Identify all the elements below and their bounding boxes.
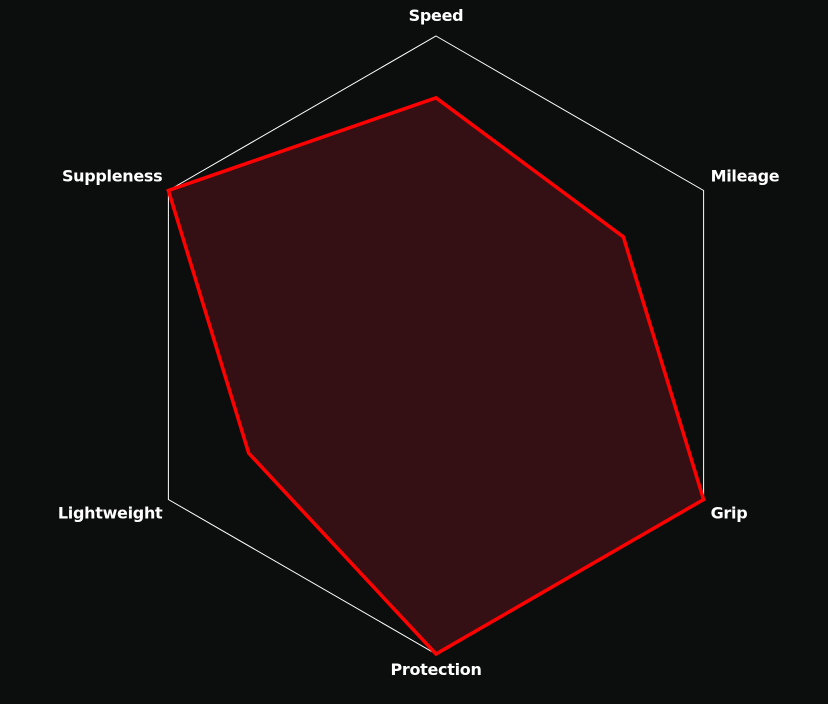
axis-label-mileage: Mileage (711, 167, 780, 186)
data-point-grip (702, 498, 706, 501)
axis-label-speed: Speed (409, 6, 464, 25)
axis-label-lightweight: Lightweight (58, 504, 163, 523)
axis-label-suppleness: Suppleness (62, 167, 162, 186)
data-point-lightweight (247, 451, 251, 455)
data-point-protection (434, 652, 438, 656)
data-point-suppleness (166, 189, 170, 192)
axis-label-protection: Protection (390, 660, 481, 679)
data-point-speed (434, 96, 438, 100)
series-area (166, 95, 706, 657)
data-point-mileage (621, 235, 625, 239)
axis-label-grip: Grip (711, 504, 748, 523)
